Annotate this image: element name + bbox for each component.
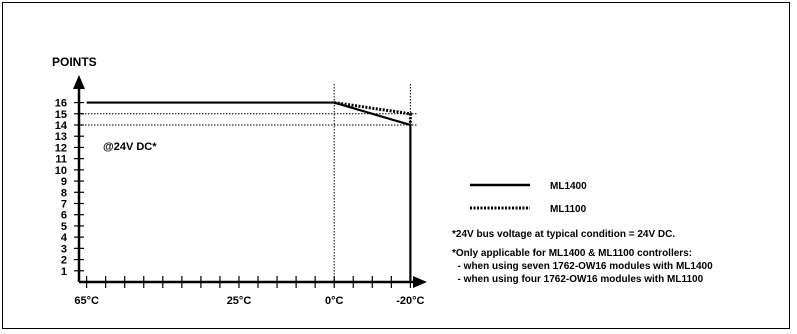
y-tick-label: 13 (55, 131, 67, 143)
y-tick-label: 2 (61, 255, 67, 267)
y-tick-label: 1 (61, 266, 67, 278)
legend-label-ml1100: ML1100 (550, 204, 587, 215)
legend: ML1400 ML1100 (470, 181, 587, 215)
y-tick-label: 16 (55, 98, 67, 110)
y-tick-label: 6 (61, 210, 67, 222)
y-tick-label: 10 (55, 165, 67, 177)
voltage-annotation: @24V DC* (103, 141, 157, 153)
note-bus-voltage: *24V bus voltage at typical condition = … (452, 229, 676, 240)
x-tick-label: 65°C (74, 295, 99, 307)
x-tick-label: -20°C (396, 295, 424, 307)
axes (73, 75, 427, 288)
y-tick-label: 7 (61, 199, 67, 211)
series-ml1100 (333, 101, 412, 126)
x-axis-arrowhead (413, 276, 427, 288)
y-tick-label: 11 (55, 154, 67, 166)
note-ml1100: - when using four 1762-OW16 modules with… (452, 274, 704, 285)
y-tick-label: 3 (61, 243, 67, 255)
series-ml1400 (86, 101, 412, 282)
y-tick-label: 8 (61, 187, 67, 199)
figure-frame (2, 2, 790, 329)
y-tick-label: 12 (55, 142, 67, 154)
note-ml1400: - when using seven 1762-OW16 modules wit… (452, 261, 713, 272)
y-axis-arrowhead (73, 75, 85, 89)
y-tick-label: 14 (55, 120, 68, 132)
y-tick-label: 4 (61, 232, 68, 244)
note-applicability: *Only applicable for ML1400 & ML1100 con… (452, 248, 693, 259)
series-layer (86, 101, 412, 282)
x-tick-label: 0°C (325, 295, 344, 307)
y-axis-title: POINTS (52, 55, 97, 69)
y-tick-label: 15 (55, 109, 67, 121)
y-tick-label: 9 (61, 176, 67, 188)
legend-label-ml1400: ML1400 (550, 181, 587, 192)
y-tick-label: 5 (61, 221, 67, 233)
x-tick-label: 25°C (227, 295, 252, 307)
reference-lines (79, 84, 418, 282)
